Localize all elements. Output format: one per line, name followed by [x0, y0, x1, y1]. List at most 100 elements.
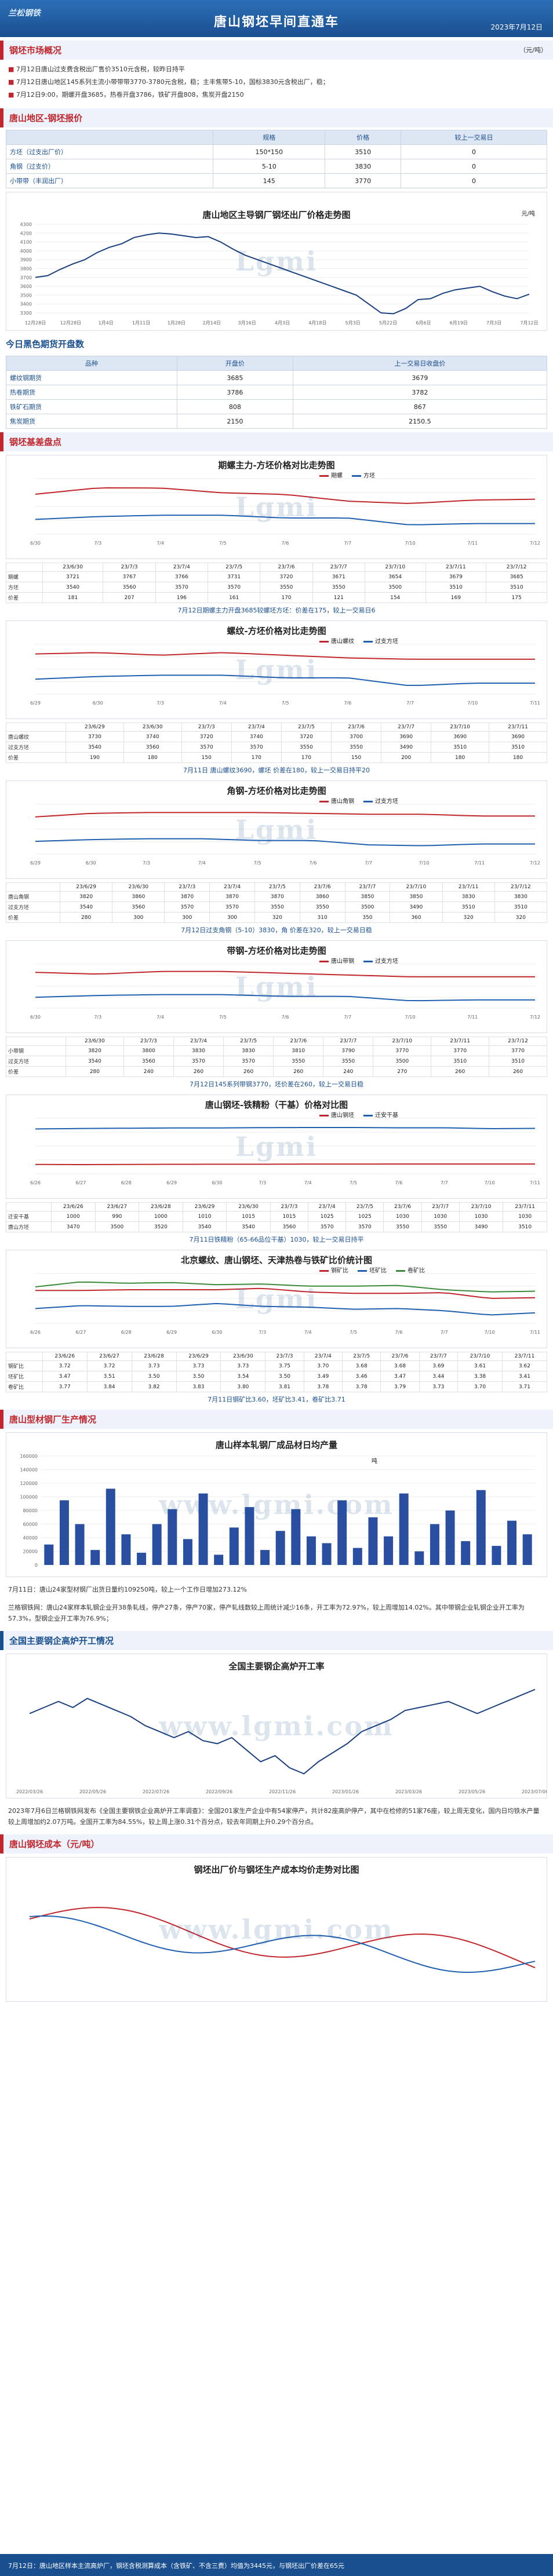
c5-chart: 唐山钢坯-铁精粉（干基）价格对比图 唐山钢坯 迁安干基 6/26 6/27 6/28 6/2…	[6, 1094, 547, 1199]
tick-label: 7/4	[219, 700, 227, 706]
c6-table: 23/6/26 23/6/27 23/6/28 23/6/29 23/6/30 23/7/…	[6, 1352, 548, 1392]
bar	[399, 1493, 409, 1565]
tick-label: 7/4	[157, 541, 164, 546]
futures-table: 品种 开盘价 上一交易日收盘价 螺纹钢期货 3685 3679 热卷期货 3786 3782…	[5, 356, 548, 429]
bar	[352, 1548, 362, 1565]
tick-label: 7/10	[485, 1180, 495, 1185]
tick-label: 2022/07/26	[143, 1789, 169, 1794]
bar	[90, 1550, 100, 1565]
tick-label: 100000	[20, 1495, 38, 1500]
bar	[275, 1531, 285, 1565]
c5-table: 23/6/26 23/6/27 23/6/28 23/6/29 23/6/30 23/7/…	[6, 1202, 547, 1232]
bar	[522, 1534, 532, 1565]
bar	[414, 1551, 424, 1565]
tick-label: 6/30	[212, 1330, 222, 1335]
bar	[430, 1524, 439, 1565]
series-line	[35, 652, 535, 660]
c4-caption: 7月12日145系列带钢3770，坯价差在260，较上一交易日稳	[190, 1081, 363, 1088]
series-line	[35, 487, 536, 504]
trend-chart: 唐山地区主导钢厂钢坯出厂价格走势图 元/吨 4300 4200 4100 4000 39…	[6, 192, 547, 331]
tick-label: 7/3	[259, 1180, 266, 1185]
tick-label: 6月6日	[416, 320, 431, 326]
tick-label: 7/3	[94, 1015, 101, 1020]
tick-label: 6/28	[121, 1180, 132, 1185]
tick-label: 6/30	[86, 860, 96, 866]
tick-label: 4000	[20, 249, 32, 254]
c4-chart: 带钢-方坯价格对比走势图 唐山带钢 过支方坯 6/30 7/3 7/4 7/5 7/6 7/7 7…	[6, 940, 547, 1033]
tick-label: 2022/09/26	[206, 1789, 232, 1794]
tick-label: 7月12日	[520, 320, 538, 326]
bar	[291, 1509, 301, 1565]
tick-label: 4300	[20, 222, 32, 227]
tick-label: 2022/11/26	[269, 1789, 296, 1794]
rolling-chart: 唐山样本轧钢厂成品材日均产量 吨 160000 140000 120000 10000…	[6, 1432, 547, 1577]
tick-label: 2022/03/26	[16, 1789, 43, 1794]
series-line	[29, 1915, 536, 1973]
rolling-caption: 7月11日：唐山24家型材钢厂出货日量约109250吨，较上一个工作日增加273…	[8, 1586, 247, 1593]
c4-table: 23/6/30 23/7/3 23/7/4 23/7/5 23/7/6 23/7/7 23/…	[6, 1037, 547, 1077]
tick-label: 140000	[20, 1468, 38, 1473]
tick-label: 7/11	[530, 1180, 540, 1185]
tick-label: 3600	[20, 284, 32, 289]
tick-label: 7/3	[143, 860, 150, 866]
c3-table: 23/6/29 23/6/30 23/7/3 23/7/4 23/7/5 23/7/6 23…	[5, 882, 548, 923]
tick-label: 7/3	[94, 541, 101, 546]
note: 7月12日唐山地区145系列主流小带带带3770-3780元含税，稳；主丰焦带5…	[8, 76, 545, 89]
tick-label: 1月28日	[168, 320, 185, 326]
tick-label: 7月3日	[486, 320, 501, 326]
tick-label: 7/12	[530, 860, 540, 866]
tick-label: 12月28日	[25, 320, 46, 326]
series-line	[35, 970, 535, 977]
bar	[137, 1552, 147, 1565]
quote-table: 规格 价格 较上一交易日 方坯（过支出厂价） 150*150 3510 0 角钢（过支价）…	[5, 130, 548, 188]
bar	[507, 1520, 517, 1565]
tick-label: 3300	[20, 311, 32, 316]
bar	[445, 1510, 455, 1565]
tick-label: 7/7	[441, 1330, 448, 1335]
tick-label: 6/28	[121, 1330, 132, 1335]
tick-label: 7/12	[530, 541, 540, 546]
bar	[59, 1500, 69, 1565]
tick-label: 7/5	[350, 1180, 357, 1185]
tick-label: 7/10	[405, 1015, 416, 1020]
tick-label: 7/7	[344, 1015, 351, 1020]
tick-label: 3800	[20, 267, 32, 272]
tick-label: 7/11	[467, 1015, 478, 1020]
bar	[337, 1500, 347, 1565]
page-title: 唐山钢坯早间直通车	[213, 15, 339, 30]
section-cost: 唐山钢坯成本（元/吨）	[0, 1834, 553, 1853]
c2-chart: 螺纹-方坯价格对比走势图 唐山螺纹 过支方坯 6/29 6/30 7/3 7/4 7/5 7/6…	[6, 621, 547, 719]
bar	[183, 1539, 192, 1565]
tick-label: 7/6	[395, 1330, 402, 1335]
c2-caption: 7月11日 唐山螺纹3690，螺坯 价差在180，较上一交易日持平20	[183, 767, 370, 774]
tick-label: 7/11	[474, 860, 485, 866]
series-line	[35, 232, 530, 315]
tick-label: 7/7	[406, 700, 414, 706]
bar	[260, 1550, 270, 1565]
tick-label: 1月11日	[132, 320, 150, 326]
section-basis: 钢坯基差盘点	[0, 432, 553, 451]
tick-label: 6/27	[75, 1330, 86, 1335]
tick-label: 7/5	[254, 860, 261, 866]
bar	[214, 1555, 224, 1565]
tick-label: 7/6	[282, 541, 289, 546]
tick-label: 6/29	[30, 700, 41, 706]
blast-chart: 全国主要钢企高炉开工率 2022/03/26 2022/05/26 2022/07/…	[6, 1654, 547, 1798]
series-line	[35, 515, 535, 526]
bar	[492, 1546, 501, 1565]
tick-label: 7/6	[282, 1015, 289, 1020]
tick-label: 7/3	[157, 700, 164, 706]
bar	[121, 1534, 131, 1565]
c1-chart: 期螺主力-方坯价格对比走势图 期螺 方坯 6/30 7/3 7/4 7/5 7/6 7/7 7/1…	[6, 455, 547, 559]
section-rolling: 唐山型材钢厂生产情况	[0, 1410, 553, 1429]
tick-label: 6/29	[30, 860, 41, 866]
series-line	[35, 1281, 536, 1293]
bar	[476, 1490, 486, 1565]
c6-caption: 7月11日钢矿比3.60，坯矿比3.41，卷矿比3.71	[208, 1396, 345, 1403]
section-market: 钢坯市场概况 （元/吨）	[0, 41, 553, 60]
bar	[44, 1544, 54, 1565]
tick-label: 4100	[20, 240, 32, 245]
c6-chart: 北京螺纹、唐山钢坯、天津热卷与铁矿比价统计图 钢矿比 坯矿比 卷矿比 6/26 6/27 6…	[6, 1250, 547, 1348]
tick-label: 7/5	[350, 1330, 357, 1335]
series-line	[35, 1163, 535, 1165]
